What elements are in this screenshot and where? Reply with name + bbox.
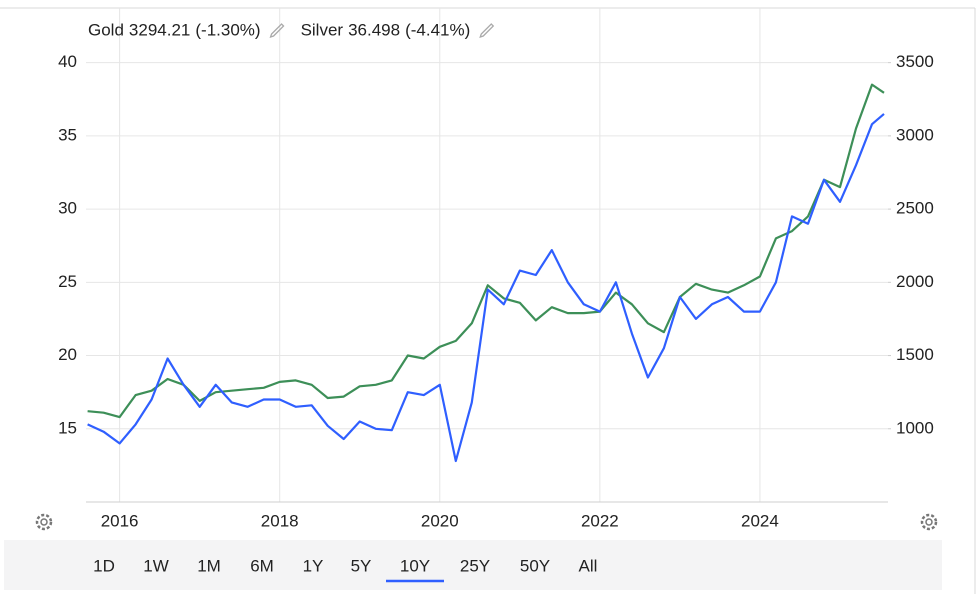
x-tick-label: 2018 — [261, 511, 299, 530]
gear-hub — [40, 518, 48, 526]
legend-change: (-4.41%) — [405, 20, 470, 39]
y2-tick-label: 2500 — [896, 199, 934, 218]
settings-icon-right[interactable] — [920, 513, 938, 531]
y-tick-label: 20 — [58, 345, 77, 364]
x-tick-label: 2016 — [101, 511, 139, 530]
legend-value: 3294.21 — [129, 20, 190, 39]
legend-item: Silver 36.498 (-4.41%) — [301, 20, 495, 39]
y-tick-label: 15 — [58, 418, 77, 437]
gear-hub — [925, 518, 933, 526]
legend-value: 36.498 — [348, 20, 400, 39]
y2-tick-label: 3500 — [896, 52, 934, 71]
y-tick-label: 40 — [58, 52, 77, 71]
x-tick-label: 2024 — [741, 511, 779, 530]
range-button[interactable]: 50Y — [520, 556, 550, 575]
range-button[interactable]: 1D — [93, 556, 115, 575]
range-button[interactable]: 5Y — [351, 556, 372, 575]
series-line — [87, 83, 885, 419]
x-tick-label: 2020 — [421, 511, 459, 530]
range-bar — [4, 540, 942, 590]
y-tick-label: 35 — [58, 125, 77, 144]
legend-name: Gold — [88, 20, 124, 39]
x-tick-label: 2022 — [581, 511, 619, 530]
range-button[interactable]: 1Y — [303, 556, 324, 575]
y-tick-label: 30 — [58, 199, 77, 218]
y2-tick-label: 3000 — [896, 125, 934, 144]
grid — [86, 8, 888, 502]
range-button[interactable]: 1W — [143, 556, 169, 575]
gear — [920, 513, 938, 531]
legend-change: (-1.30%) — [195, 20, 260, 39]
y2-tick-label: 1500 — [896, 345, 934, 364]
range-button[interactable]: 1M — [197, 556, 221, 575]
range-button[interactable]: 6M — [250, 556, 274, 575]
range-button[interactable]: 25Y — [460, 556, 490, 575]
legend-name: Silver — [301, 20, 344, 39]
settings-icon-left[interactable] — [35, 513, 53, 531]
range-button[interactable]: All — [579, 556, 598, 575]
gear — [35, 513, 53, 531]
y2-tick-label: 2000 — [896, 272, 934, 291]
series-line — [87, 113, 885, 463]
legend-item: Gold 3294.21 (-1.30%) — [88, 20, 285, 39]
y2-tick-label: 1000 — [896, 418, 934, 437]
range-button[interactable]: 10Y — [400, 556, 430, 575]
edit-icon[interactable] — [269, 23, 285, 39]
edit-icon[interactable] — [479, 23, 495, 39]
y-tick-label: 25 — [58, 272, 77, 291]
